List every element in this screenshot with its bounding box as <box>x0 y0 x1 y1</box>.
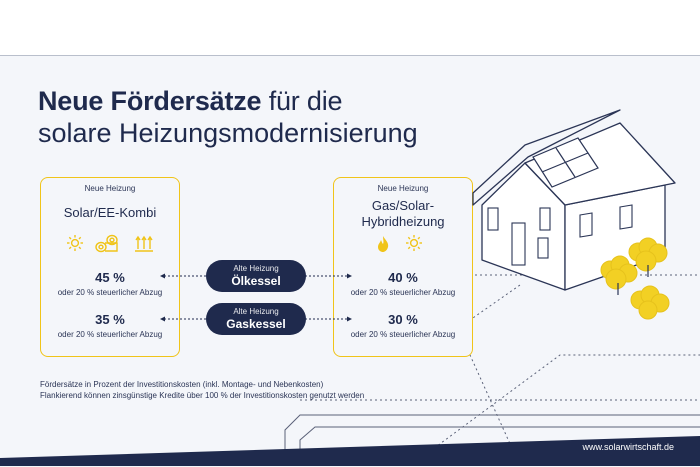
box-caption: Neue Heizung <box>377 184 429 193</box>
footer-bar <box>0 436 700 466</box>
house-illustration <box>472 109 676 320</box>
footer-url[interactable]: www.solarwirtschaft.de <box>582 442 674 452</box>
flame-icon <box>378 236 389 252</box>
sun-icon <box>406 235 422 251</box>
footnote-line2: Flankierend können zinsgünstige Kredite … <box>40 391 365 400</box>
page-title: Neue Fördersätze für die <box>38 86 343 117</box>
new-heating-box-gas-solar-hybrid: Neue Heizung Gas/Solar- Hybridheizung 40… <box>333 177 473 357</box>
box-caption: Neue Heizung <box>84 184 136 193</box>
rate-note: oder 20 % steuerlicher Abzug <box>350 288 456 297</box>
title-bold: Neue Fördersätze <box>38 86 262 116</box>
trees <box>600 237 670 320</box>
pill-name: Ölkessel <box>231 274 281 288</box>
connector-arrows <box>160 273 352 322</box>
rate-note: oder 20 % steuerlicher Abzug <box>350 330 456 339</box>
new-heating-box-solar-ee: Neue Heizung Solar/EE-Kombi 45 % oder 20… <box>40 177 180 357</box>
box-heading: Solar/EE-Kombi <box>63 205 157 220</box>
sun-icon <box>67 235 83 251</box>
box-heading-line1: Gas/Solar- <box>371 198 435 213</box>
pill-name: Gaskessel <box>226 317 286 331</box>
page-title-line2: solare Heizungsmodernisierung <box>38 118 418 148</box>
rate-gas-gas-solar: 30 % <box>388 312 418 327</box>
rate-note: oder 20 % steuerlicher Abzug <box>57 288 163 297</box>
pill-caption: Alte Heizung <box>233 264 279 273</box>
pill-caption: Alte Heizung <box>233 307 279 316</box>
box-heading-line2: Hybridheizung <box>361 214 445 229</box>
footnote-line1: Fördersätze in Prozent der Investitionsk… <box>40 380 324 389</box>
rate-gas-solar-ee: 35 % <box>95 312 125 327</box>
wood-logs-icon <box>95 234 118 253</box>
rate-oil-solar-ee: 45 % <box>95 270 125 285</box>
rate-note: oder 20 % steuerlicher Abzug <box>57 330 163 339</box>
old-heating-gas-boiler: Alte Heizung Gaskessel <box>206 303 306 335</box>
old-heating-oil-boiler: Alte Heizung Ölkessel <box>206 260 306 292</box>
heat-waves-icon <box>135 235 153 252</box>
title-rest: für die <box>268 86 343 116</box>
rate-oil-gas-solar: 40 % <box>388 270 418 285</box>
